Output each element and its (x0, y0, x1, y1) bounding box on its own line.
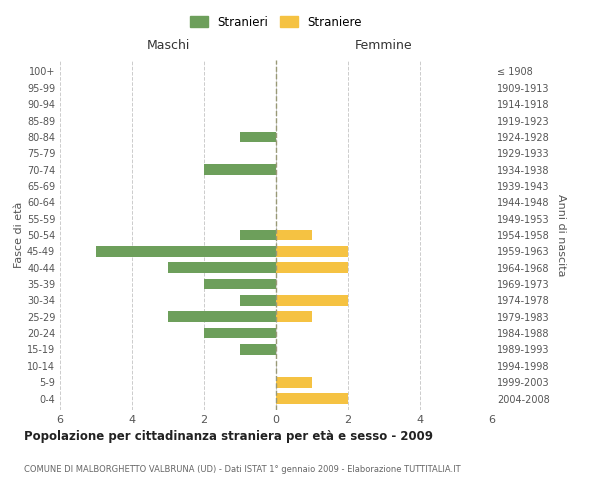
Bar (168, 312, 276, 322)
Bar (204, 279, 276, 289)
Bar (96, 246, 276, 256)
Bar (276, 262, 348, 273)
Y-axis label: Anni di nascita: Anni di nascita (556, 194, 566, 276)
Bar (240, 132, 276, 142)
Bar (204, 164, 276, 175)
Bar (276, 295, 348, 306)
Bar (240, 295, 276, 306)
Bar (276, 230, 312, 240)
Bar (204, 328, 276, 338)
Text: Femmine: Femmine (355, 39, 413, 52)
Bar (276, 312, 312, 322)
Y-axis label: Fasce di età: Fasce di età (14, 202, 24, 268)
Bar (240, 344, 276, 355)
Bar (276, 246, 348, 256)
Bar (168, 262, 276, 273)
Text: Popolazione per cittadinanza straniera per età e sesso - 2009: Popolazione per cittadinanza straniera p… (24, 430, 433, 443)
Bar (276, 393, 348, 404)
Bar (276, 377, 312, 388)
Legend: Stranieri, Straniere: Stranieri, Straniere (185, 11, 367, 34)
Text: Maschi: Maschi (146, 39, 190, 52)
Bar (240, 230, 276, 240)
Text: COMUNE DI MALBORGHETTO VALBRUNA (UD) - Dati ISTAT 1° gennaio 2009 - Elaborazione: COMUNE DI MALBORGHETTO VALBRUNA (UD) - D… (24, 465, 461, 474)
